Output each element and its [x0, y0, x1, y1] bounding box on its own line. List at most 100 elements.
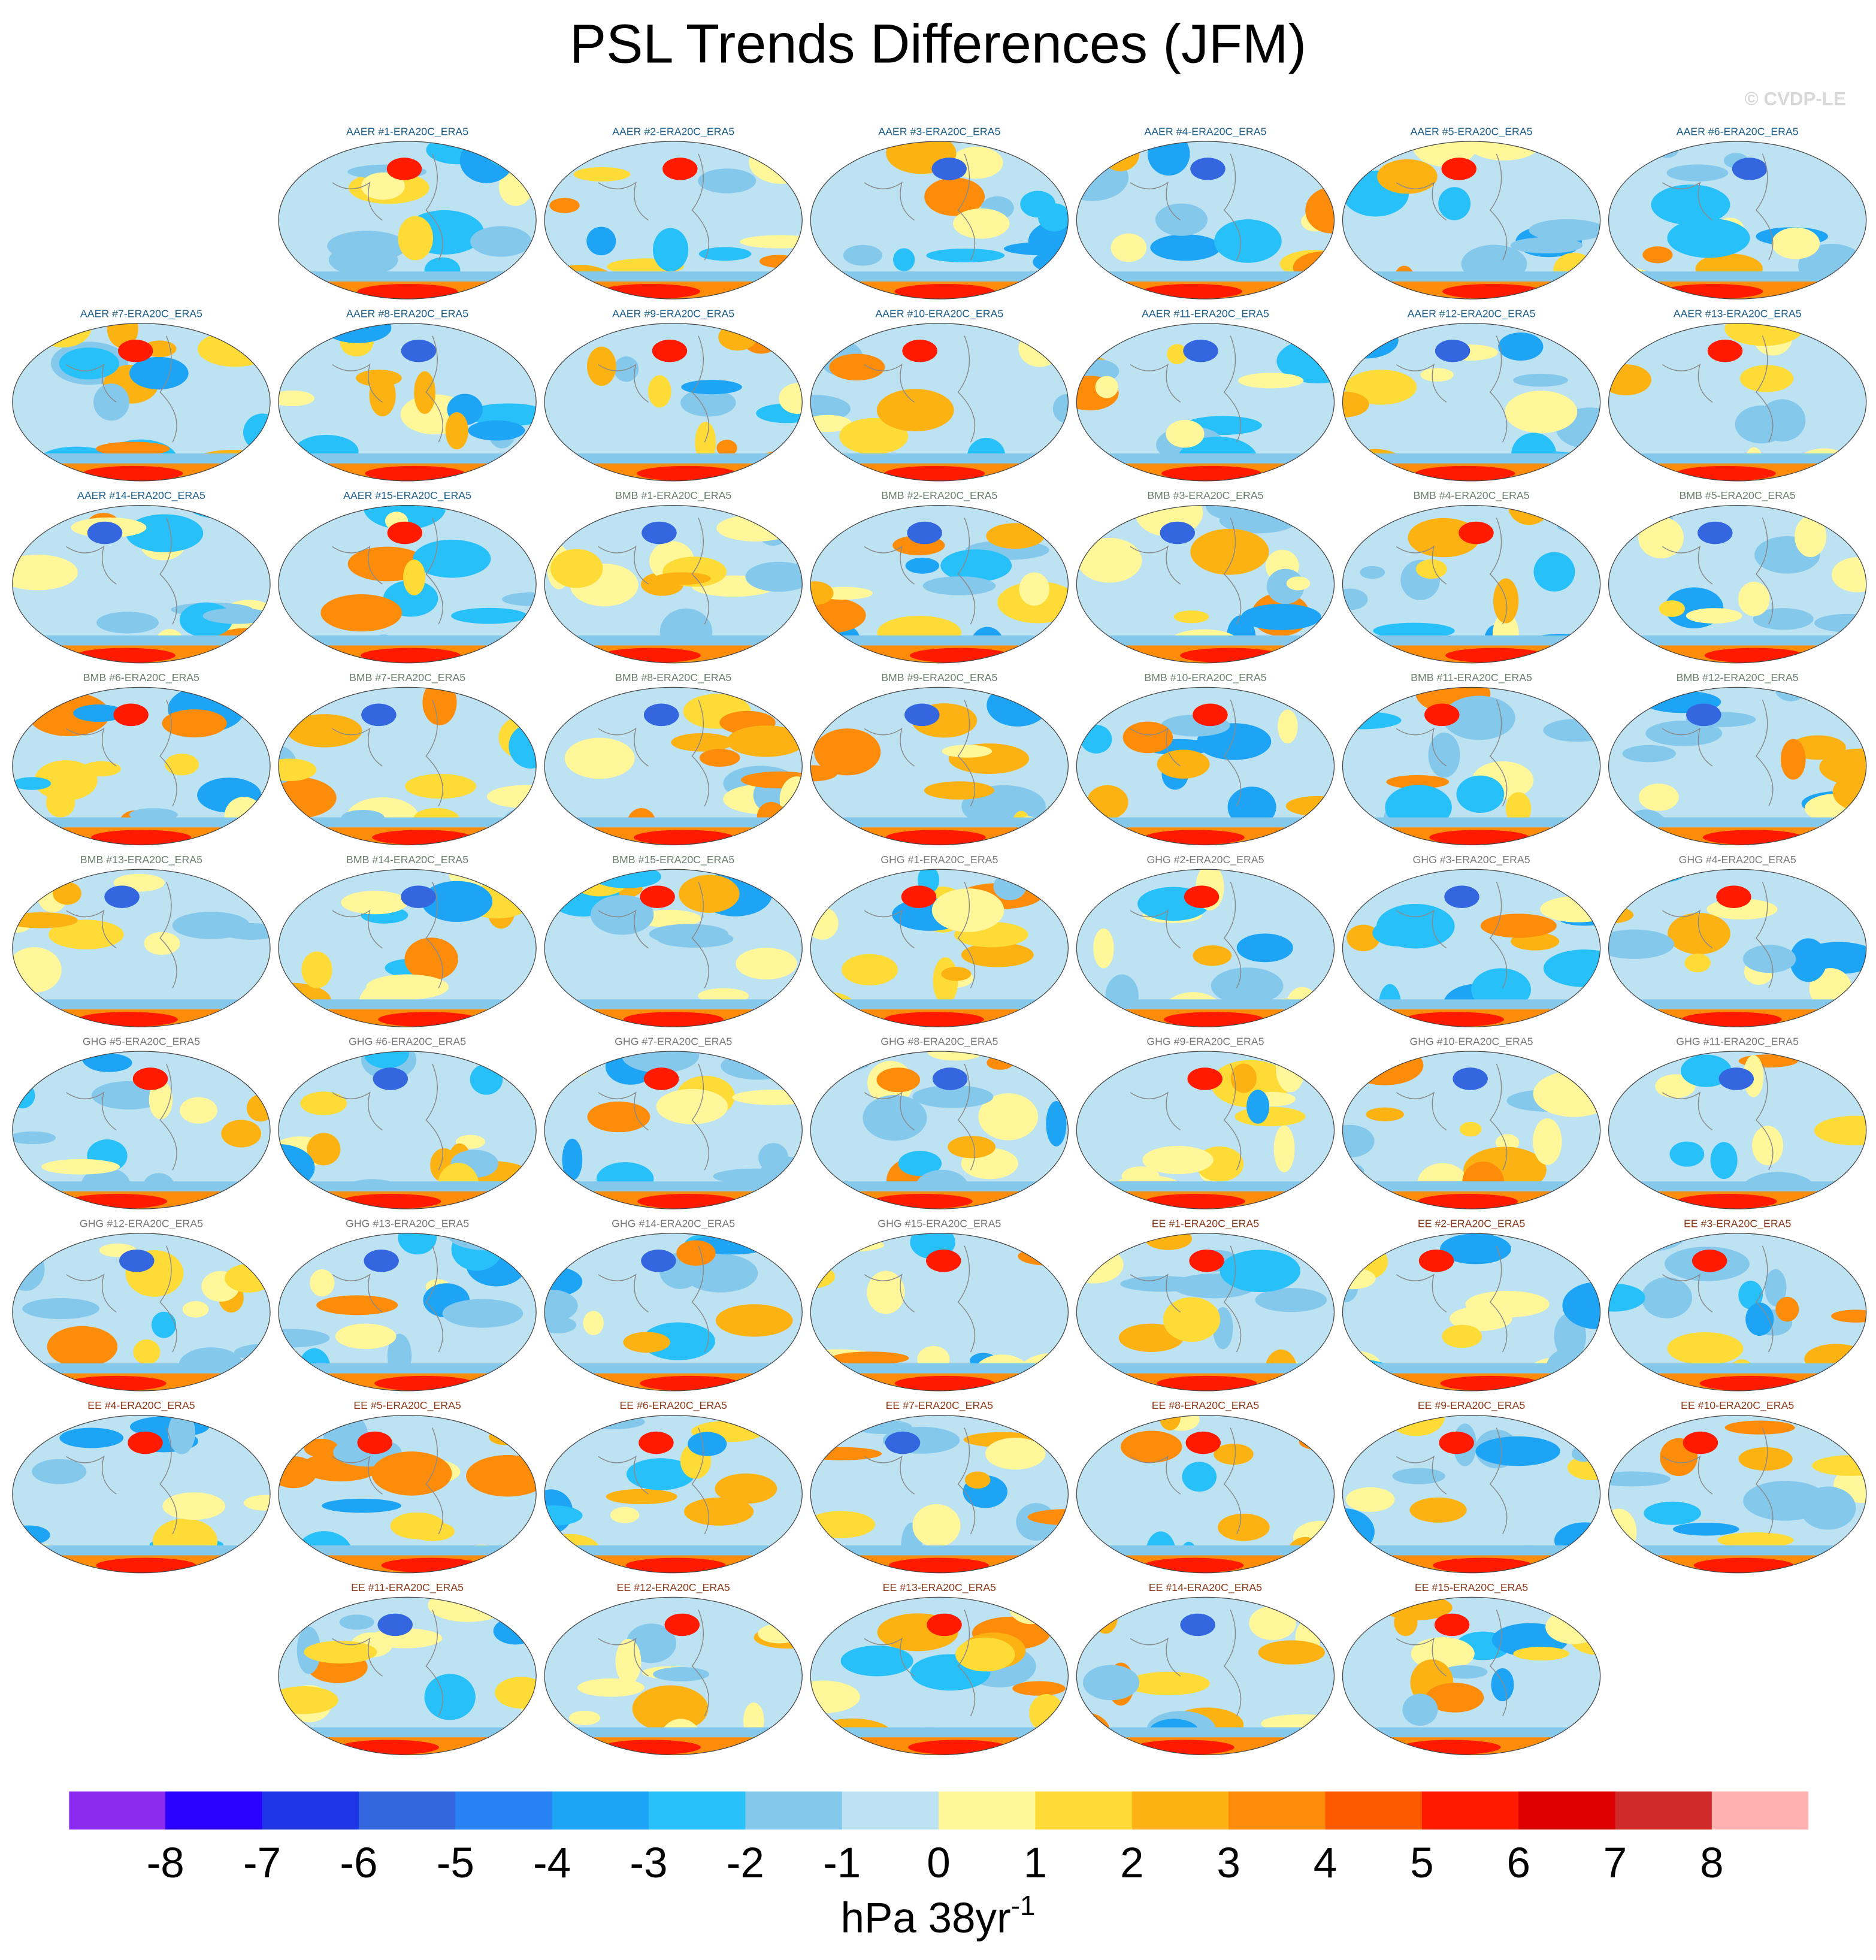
panel-title: GHG #13-ERA20C_ERA5 [346, 1217, 469, 1230]
panel-title: BMB #3-ERA20C_ERA5 [1147, 489, 1263, 502]
map-field [1342, 141, 1600, 300]
colorbar-tick-label: -5 [437, 1840, 474, 1887]
map-panel: AAER #12-ERA20C_ERA5 [1342, 307, 1601, 482]
map-panel: BMB #3-ERA20C_ERA5 [1076, 489, 1335, 664]
colorbar-box [1131, 1791, 1229, 1830]
map-panel: GHG #3-ERA20C_ERA5 [1342, 854, 1601, 1027]
panel-title: GHG #15-ERA20C_ERA5 [878, 1217, 1001, 1230]
map-outline [278, 686, 537, 846]
map-field [278, 323, 537, 481]
panel-title: GHG #7-ERA20C_ERA5 [615, 1036, 732, 1048]
map-outline [12, 869, 271, 1027]
map-panel: EE #2-ERA20C_ERA5 [1342, 1217, 1601, 1392]
map-panel: GHG #10-ERA20C_ERA5 [1342, 1036, 1601, 1209]
colorbar-box [165, 1791, 263, 1830]
panel-title: BMB #10-ERA20C_ERA5 [1144, 672, 1266, 684]
map-panel: BMB #13-ERA20C_ERA5 [12, 854, 271, 1027]
map-panel: AAER #1-ERA20C_ERA5 [278, 126, 537, 300]
colorbar-tick-label: -8 [147, 1840, 184, 1887]
map-outline [12, 1233, 271, 1392]
map-outline [1608, 504, 1867, 664]
map-outline [12, 686, 271, 846]
colorbar-box [1035, 1791, 1133, 1830]
map-outline [1608, 1233, 1867, 1392]
map-outline [1076, 323, 1335, 482]
panel-title: AAER #3-ERA20C_ERA5 [878, 126, 1000, 138]
colorbar-box [455, 1791, 553, 1830]
colorbar-box [68, 1791, 166, 1830]
map-panel: BMB #6-ERA20C_ERA5 [12, 672, 271, 846]
map-outline [1076, 686, 1335, 846]
map-panel: BMB #10-ERA20C_ERA5 [1076, 672, 1335, 846]
map-outline [544, 141, 803, 300]
map-field [1076, 141, 1335, 300]
map-panel: EE #9-ERA20C_ERA5 [1342, 1399, 1601, 1574]
map-field [1076, 687, 1335, 845]
map-panel: EE #14-ERA20C_ERA5 [1076, 1581, 1335, 1756]
map-outline [12, 504, 271, 664]
panel-title: EE #2-ERA20C_ERA5 [1418, 1217, 1526, 1230]
panel-title: GHG #4-ERA20C_ERA5 [1679, 854, 1796, 866]
map-panel: GHG #2-ERA20C_ERA5 [1076, 854, 1335, 1027]
colorbar-box [1325, 1791, 1423, 1830]
panel-title: EE #12-ERA20C_ERA5 [617, 1581, 730, 1594]
panel-title: EE #13-ERA20C_ERA5 [883, 1581, 996, 1594]
colorbar-box [1229, 1791, 1326, 1830]
panel-title: EE #10-ERA20C_ERA5 [1681, 1399, 1794, 1412]
panel-title: GHG #14-ERA20C_ERA5 [612, 1217, 735, 1230]
panel-title: GHG #6-ERA20C_ERA5 [349, 1036, 466, 1048]
panel-title: GHG #2-ERA20C_ERA5 [1146, 854, 1264, 866]
panel-title: BMB #7-ERA20C_ERA5 [349, 672, 465, 684]
panel-title: GHG #10-ERA20C_ERA5 [1410, 1036, 1533, 1048]
map-field [1608, 141, 1866, 300]
map-outline [1608, 323, 1867, 482]
colorbar-box [1711, 1791, 1809, 1830]
map-field [810, 687, 1069, 845]
colorbar-box [745, 1791, 843, 1830]
map-outline [1076, 1596, 1335, 1756]
map-field [810, 1415, 1069, 1573]
map-field [12, 1051, 271, 1209]
map-panel: BMB #14-ERA20C_ERA5 [278, 854, 537, 1027]
map-panel: EE #7-ERA20C_ERA5 [810, 1399, 1069, 1574]
map-field [1076, 1415, 1335, 1573]
map-field [544, 141, 803, 300]
map-field [1608, 1233, 1866, 1391]
map-outline [810, 1596, 1069, 1756]
panel-title: AAER #14-ERA20C_ERA5 [77, 489, 205, 502]
map-panel: EE #3-ERA20C_ERA5 [1608, 1217, 1867, 1392]
map-outline [12, 1051, 271, 1209]
map-outline [1342, 1414, 1601, 1574]
map-outline [544, 1414, 803, 1574]
colorbar-label-exponent: -1 [1011, 1890, 1036, 1921]
map-field [278, 1415, 537, 1573]
map-outline [278, 1596, 537, 1756]
colorbar-tick-label: -7 [243, 1840, 281, 1887]
panel-title: AAER #1-ERA20C_ERA5 [346, 126, 468, 138]
map-field [278, 141, 537, 300]
colorbar-tick-label: 4 [1314, 1840, 1337, 1887]
map-panel: EE #11-ERA20C_ERA5 [278, 1581, 537, 1756]
panel-title: AAER #12-ERA20C_ERA5 [1408, 307, 1536, 320]
map-outline [278, 323, 537, 482]
colorbar-box [358, 1791, 456, 1830]
panel-title: BMB #14-ERA20C_ERA5 [346, 854, 468, 866]
map-field [1076, 505, 1335, 663]
map-field [810, 1051, 1069, 1209]
map-outline [1608, 1051, 1867, 1209]
map-outline [810, 1414, 1069, 1574]
map-outline [544, 1596, 803, 1756]
map-outline [810, 1233, 1069, 1392]
map-panel: BMB #1-ERA20C_ERA5 [544, 489, 803, 664]
panel-title: GHG #11-ERA20C_ERA5 [1676, 1036, 1799, 1048]
map-panel: AAER #2-ERA20C_ERA5 [544, 126, 803, 300]
panel-title: AAER #11-ERA20C_ERA5 [1142, 307, 1269, 320]
map-outline [1076, 869, 1335, 1027]
panel-title: BMB #13-ERA20C_ERA5 [80, 854, 202, 866]
map-panel: GHG #4-ERA20C_ERA5 [1608, 854, 1867, 1027]
map-panel: BMB #9-ERA20C_ERA5 [810, 672, 1069, 846]
map-field [1076, 1597, 1335, 1755]
map-field [1342, 1233, 1600, 1391]
map-field [278, 505, 537, 663]
